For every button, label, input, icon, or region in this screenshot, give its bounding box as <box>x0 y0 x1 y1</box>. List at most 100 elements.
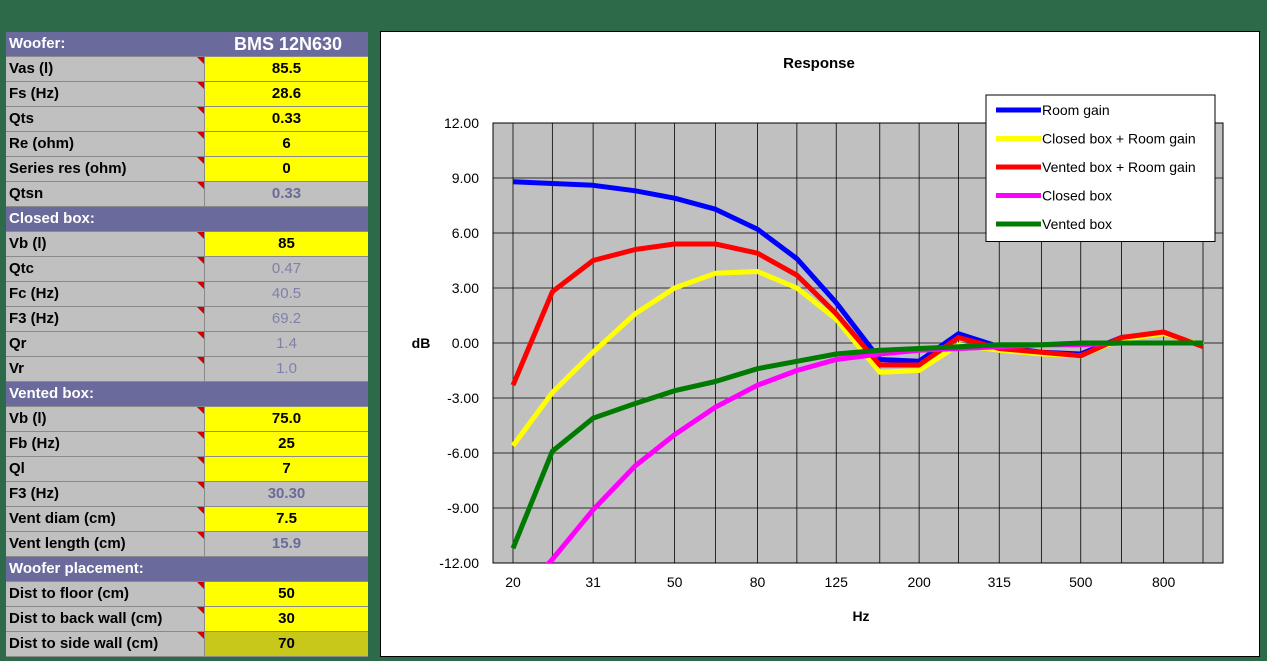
y-tick-label: 0.00 <box>452 335 479 351</box>
series-line <box>510 241 1204 387</box>
parameter-row: Ql 7 <box>6 457 368 482</box>
parameter-value-cell: 15.9 <box>205 532 368 556</box>
parameter-input-cell[interactable]: 0 <box>205 157 368 181</box>
section-header-value: BMS 12N630 <box>233 34 343 54</box>
x-tick-label: 125 <box>825 574 849 590</box>
parameter-value-cell: 40.5 <box>205 282 368 306</box>
parameter-row: Qr 1.4 <box>6 332 368 357</box>
parameter-label: Vent diam (cm) <box>6 507 205 531</box>
comment-indicator-icon[interactable] <box>197 582 204 589</box>
series-line <box>510 340 1203 550</box>
comment-indicator-icon[interactable] <box>197 157 204 164</box>
section-header-label: Woofer: <box>9 35 66 52</box>
parameter-label: Qtsn <box>6 182 205 206</box>
comment-indicator-icon[interactable] <box>197 307 204 314</box>
parameter-row: Dist to side wall (cm) 70 <box>6 632 368 657</box>
comment-indicator-icon[interactable] <box>197 432 204 439</box>
parameter-input-cell[interactable]: 25 <box>205 432 368 456</box>
section-header-label: Vented box: <box>9 385 95 402</box>
parameter-input-cell[interactable]: 85 <box>205 232 368 256</box>
comment-indicator-icon[interactable] <box>197 332 204 339</box>
parameter-input-cell[interactable]: 0.33 <box>205 107 368 131</box>
parameter-row: Series res (ohm) 0 <box>6 157 368 182</box>
comment-indicator-icon[interactable] <box>197 257 204 264</box>
section-header-value <box>208 207 368 231</box>
parameter-row: Vent length (cm) 15.9 <box>6 532 368 557</box>
parameter-label: Dist to floor (cm) <box>6 582 205 606</box>
comment-indicator-icon[interactable] <box>197 507 204 514</box>
parameter-row: Vent diam (cm) 7.5 <box>6 507 368 532</box>
parameter-label: Fc (Hz) <box>6 282 205 306</box>
parameter-row: Qtc 0.47 <box>6 257 368 282</box>
x-tick-label: 31 <box>585 574 601 590</box>
y-tick-label: -3.00 <box>447 390 479 406</box>
comment-indicator-icon[interactable] <box>197 282 204 289</box>
x-tick-label: 315 <box>988 574 1012 590</box>
parameter-row: F3 (Hz) 69.2 <box>6 307 368 332</box>
parameter-label: Dist to side wall (cm) <box>6 632 205 656</box>
y-tick-label: -12.00 <box>439 555 479 571</box>
comment-indicator-icon[interactable] <box>197 132 204 139</box>
comment-indicator-icon[interactable] <box>197 607 204 614</box>
comment-indicator-icon[interactable] <box>197 107 204 114</box>
y-tick-label: 9.00 <box>452 170 479 186</box>
comment-indicator-icon[interactable] <box>197 632 204 639</box>
comment-indicator-icon[interactable] <box>197 182 204 189</box>
parameter-label: Series res (ohm) <box>6 157 205 181</box>
legend-entry: Closed box <box>1042 188 1112 204</box>
comment-indicator-icon[interactable] <box>197 232 204 239</box>
comment-indicator-icon[interactable] <box>197 482 204 489</box>
parameter-input-cell[interactable]: 30 <box>205 607 368 631</box>
parameter-row: Vb (l) 75.0 <box>6 407 368 432</box>
parameter-input-cell[interactable]: 50 <box>205 582 368 606</box>
comment-indicator-icon[interactable] <box>197 57 204 64</box>
parameter-label: Fb (Hz) <box>6 432 205 456</box>
parameter-row: Fc (Hz) 40.5 <box>6 282 368 307</box>
parameter-label: Vb (l) <box>6 232 205 256</box>
parameter-label: Vr <box>6 357 205 381</box>
response-chart: Response dB Hz 12.00 9.00 6.00 3.00 0.00 -3.0… <box>380 31 1260 657</box>
chart-svg: Response dB Hz 12.00 9.00 6.00 3.00 0.00 -3.0… <box>412 55 1224 624</box>
parameter-row: Vb (l) 85 <box>6 232 368 257</box>
parameter-label: Vb (l) <box>6 407 205 431</box>
parameter-input-cell[interactable]: 6 <box>205 132 368 156</box>
parameter-row: Fb (Hz) 25 <box>6 432 368 457</box>
comment-indicator-icon[interactable] <box>197 82 204 89</box>
parameter-value-cell: 69.2 <box>205 307 368 331</box>
legend-entry: Vented box <box>1042 216 1112 232</box>
legend-entry: Closed box + Room gain <box>1042 131 1196 147</box>
parameter-label: Qr <box>6 332 205 356</box>
comment-indicator-icon[interactable] <box>197 407 204 414</box>
y-tick-label: 12.00 <box>444 115 479 131</box>
parameter-label: Qts <box>6 107 205 131</box>
parameter-row: Dist to back wall (cm) 30 <box>6 607 368 632</box>
parameter-input-cell[interactable]: 70 <box>205 632 368 656</box>
y-tick-label: -9.00 <box>447 500 479 516</box>
section-header-label: Woofer placement: <box>9 560 144 577</box>
parameter-input-cell[interactable]: 7 <box>205 457 368 481</box>
legend-entry: Room gain <box>1042 102 1110 118</box>
parameter-input-cell[interactable]: 7.5 <box>205 507 368 531</box>
x-tick-label: 800 <box>1152 574 1176 590</box>
parameter-label: F3 (Hz) <box>6 482 205 506</box>
parameter-row: Vas (l) 85.5 <box>6 57 368 82</box>
parameter-row: Dist to floor (cm) 50 <box>6 582 368 607</box>
parameter-label: Vent length (cm) <box>6 532 205 556</box>
parameter-input-cell[interactable]: 85.5 <box>205 57 368 81</box>
parameter-value-cell: 1.0 <box>205 357 368 381</box>
section-header-label: Closed box: <box>9 210 95 227</box>
legend-entry: Vented box + Room gain <box>1042 159 1196 175</box>
comment-indicator-icon[interactable] <box>197 457 204 464</box>
comment-indicator-icon[interactable] <box>197 532 204 539</box>
parameter-row: Fs (Hz) 28.6 <box>6 82 368 107</box>
x-tick-label: 50 <box>667 574 683 590</box>
section-header-value <box>208 382 368 406</box>
section-header: Vented box: <box>6 382 368 407</box>
parameter-input-cell[interactable]: 75.0 <box>205 407 368 431</box>
comment-indicator-icon[interactable] <box>197 357 204 364</box>
parameter-input-cell[interactable]: 28.6 <box>205 82 368 106</box>
parameter-value-cell: 1.4 <box>205 332 368 356</box>
parameter-value-cell: 30.30 <box>205 482 368 506</box>
parameter-label: Fs (Hz) <box>6 82 205 106</box>
parameter-label: Vas (l) <box>6 57 205 81</box>
